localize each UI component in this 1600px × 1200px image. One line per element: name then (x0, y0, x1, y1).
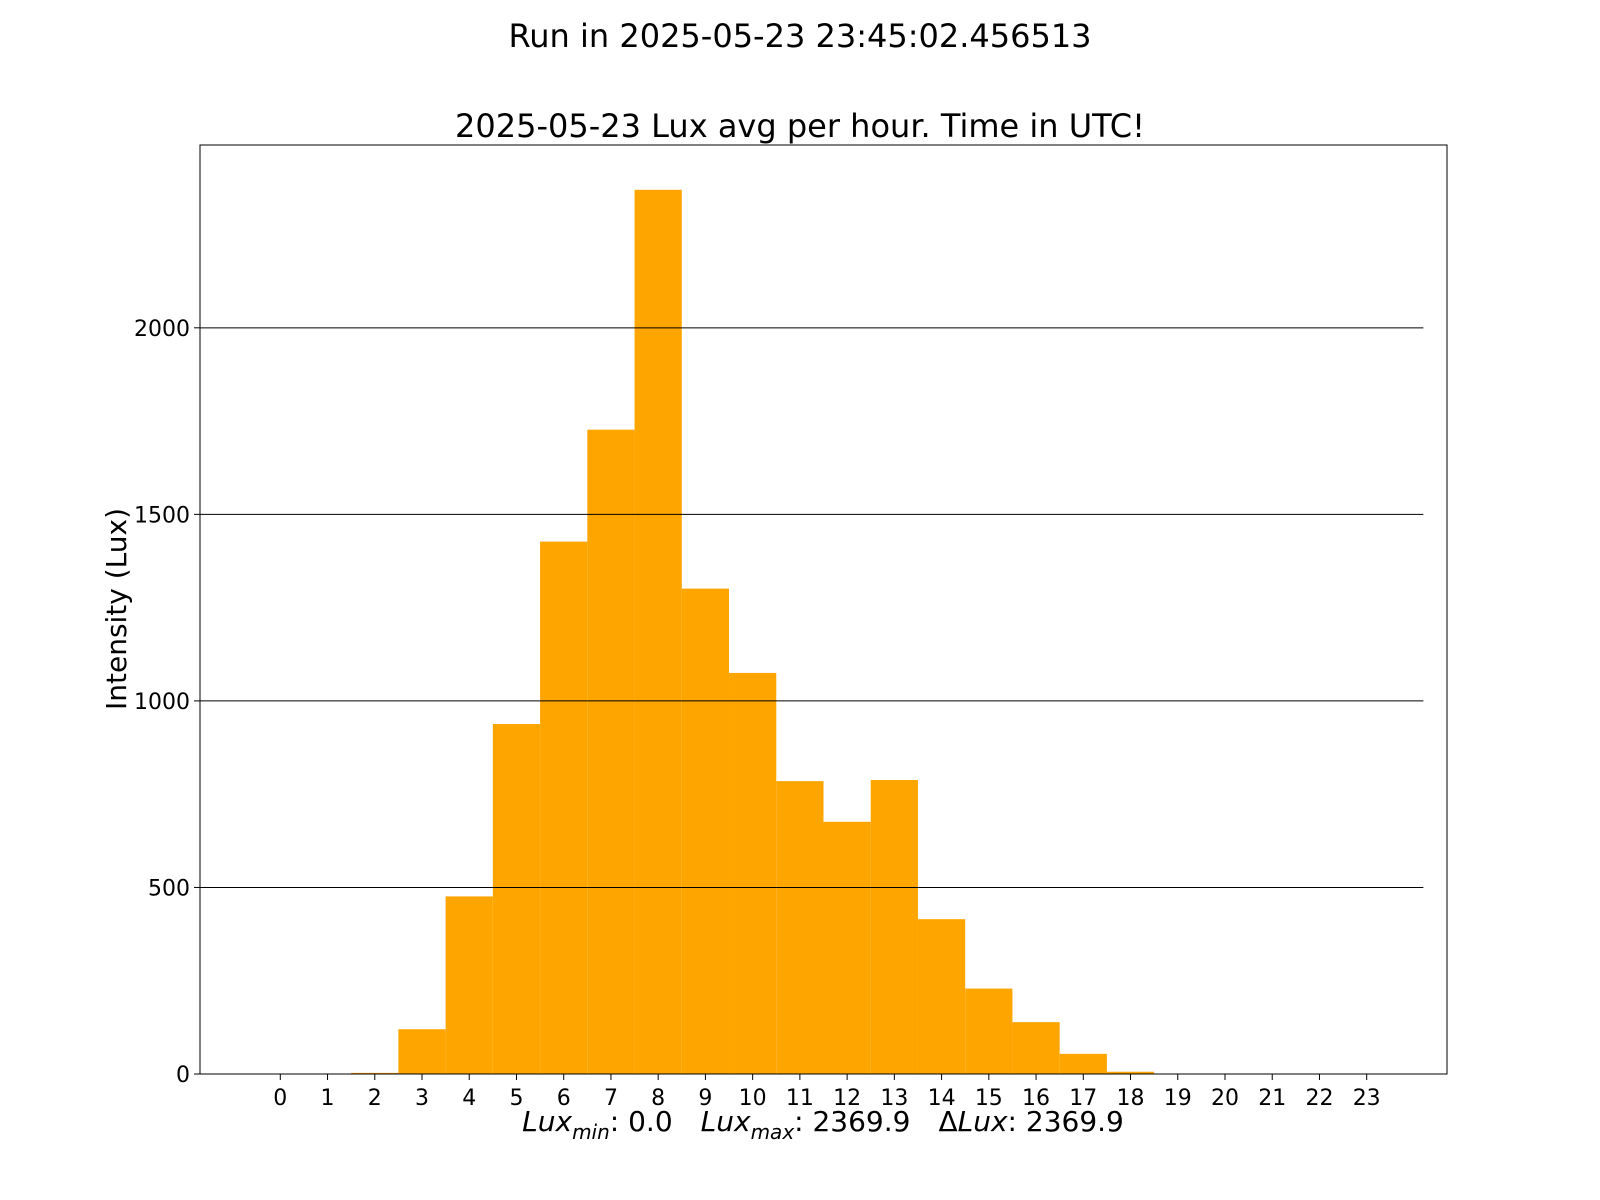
x-tick-label-13: 13 (880, 1086, 908, 1111)
y-tick-label-1500: 1500 (134, 503, 190, 528)
bar-hour-9 (681, 588, 730, 1074)
x-tick-label-4: 4 (462, 1086, 476, 1111)
bar-hour-17 (1059, 1053, 1107, 1074)
x-tick-label-23: 23 (1353, 1086, 1381, 1111)
y-tick-label-1000: 1000 (134, 690, 190, 715)
x-tick-label-1: 1 (321, 1086, 335, 1111)
y-tick-label-2000: 2000 (134, 317, 190, 342)
x-axis-ticks: 0 1 2 3 4 5 6 7 8 9 10 11 12 13 14 15 16 17 18 19 20 21 22 23 (273, 1074, 1381, 1111)
bar-hour-12 (823, 821, 871, 1074)
x-tick-label-7: 7 (604, 1086, 618, 1111)
y-axis-label: Intensity (Lux) (100, 508, 133, 710)
x-tick-label-22: 22 (1305, 1086, 1333, 1111)
chart-title: 2025-05-23 Lux avg per hour. Time in UTC… (455, 107, 1145, 145)
bar-hour-5 (492, 724, 541, 1074)
lux-min-sub: min (572, 1120, 610, 1144)
lux-min-label: Lux (522, 1105, 572, 1138)
bar-hour-14 (917, 919, 966, 1074)
bar-hour-4 (445, 896, 493, 1074)
bar-hour-6 (540, 541, 588, 1074)
x-tick-label-12: 12 (833, 1086, 861, 1111)
x-tick-label-9: 9 (698, 1086, 712, 1111)
x-tick-label-3: 3 (415, 1086, 429, 1111)
y-tick-label-500: 500 (148, 876, 190, 901)
x-tick-label-19: 19 (1164, 1086, 1192, 1111)
bars (200, 189, 1424, 1074)
x-tick-label-5: 5 (509, 1086, 523, 1111)
x-tick-label-18: 18 (1117, 1086, 1145, 1111)
bar-hour-8 (634, 189, 682, 1074)
x-axis-label: Luxmin: 0.0 Luxmax: 2369.9 ΔLux: 2369.9 (522, 1105, 1124, 1144)
delta-symbol: Δ (938, 1105, 957, 1138)
bar-hour-18 (1106, 1071, 1155, 1074)
x-tick-label-15: 15 (975, 1086, 1003, 1111)
x-tick-label-17: 17 (1069, 1086, 1097, 1111)
lux-min-value: : 0.0 (610, 1105, 673, 1138)
x-tick-label-0: 0 (273, 1086, 287, 1111)
x-tick-label-6: 6 (557, 1086, 571, 1111)
y-tick-label-0: 0 (176, 1063, 190, 1088)
bar-hour-7 (587, 429, 635, 1074)
delta-lux-label: Lux (958, 1105, 1008, 1138)
bar-hour-11 (776, 781, 824, 1074)
lux-max-label: Lux (701, 1105, 751, 1138)
bar-hour-13 (870, 780, 918, 1074)
x-tick-label-20: 20 (1211, 1086, 1239, 1111)
lux-max-sub: max (751, 1120, 795, 1144)
x-tick-label-2: 2 (368, 1086, 382, 1111)
y-axis-ticks: 0 500 1000 1500 2000 (134, 317, 200, 1088)
x-tick-label-10: 10 (739, 1086, 767, 1111)
x-tick-label-11: 11 (786, 1086, 814, 1111)
x-tick-label-8: 8 (651, 1086, 665, 1111)
x-tick-label-21: 21 (1258, 1086, 1286, 1111)
x-tick-label-16: 16 (1022, 1086, 1050, 1111)
plot-frame (199, 144, 1448, 1075)
bar-hour-3 (398, 1029, 446, 1074)
figure-suptitle: Run in 2025-05-23 23:45:02.456513 (508, 17, 1091, 55)
bar-hour-10 (729, 672, 777, 1074)
bar-hour-15 (965, 988, 1013, 1074)
x-tick-label-14: 14 (928, 1086, 956, 1111)
lux-max-value: : 2369.9 (794, 1105, 910, 1138)
delta-lux-value: : 2369.9 (1008, 1105, 1124, 1138)
bar-hour-2 (351, 1072, 399, 1074)
bar-hour-16 (1012, 1022, 1060, 1074)
